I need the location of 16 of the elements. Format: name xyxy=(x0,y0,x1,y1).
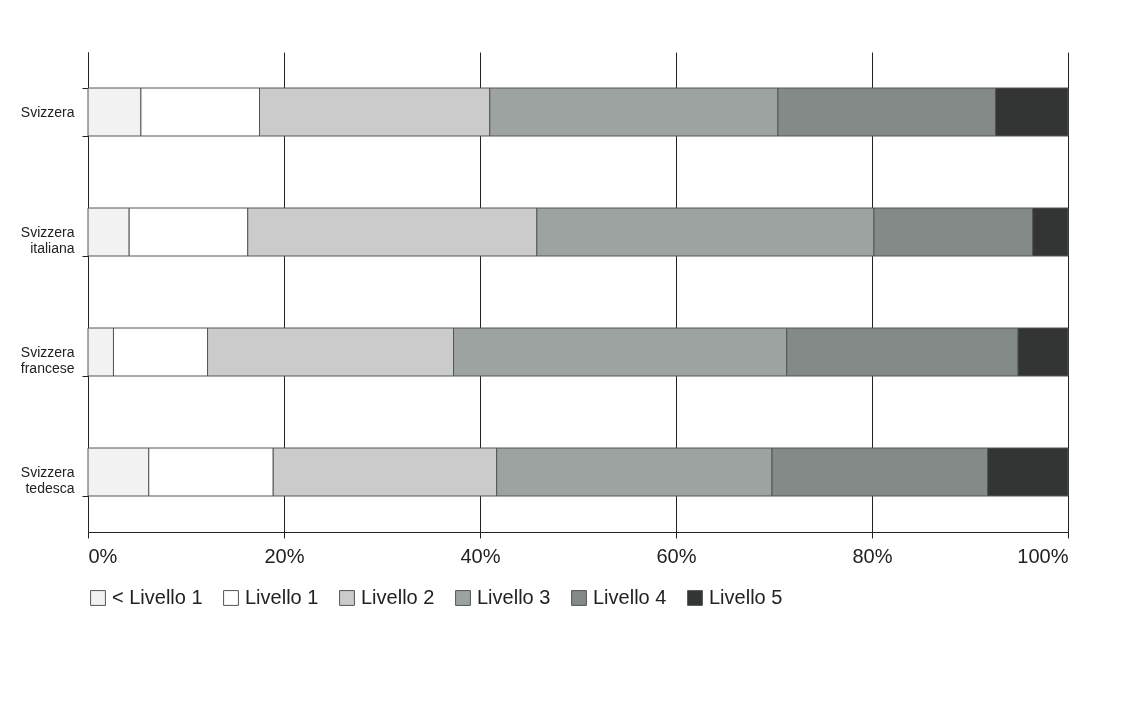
y-tick-label: Svizzera italiana xyxy=(20,223,75,256)
x-tick-label: 100% xyxy=(1017,544,1069,567)
legend-label: Livello 5 xyxy=(709,586,783,608)
y-tick-label: Svizzera xyxy=(20,103,75,120)
legend-label: Livello 1 xyxy=(245,586,319,608)
legend-label: Livello 2 xyxy=(361,586,435,608)
y-tick-label: Svizzera francese xyxy=(20,343,75,376)
x-tick-label: 40% xyxy=(460,544,501,567)
y-tick-label: Svizzera tedesca xyxy=(20,463,75,496)
x-tick-label: 20% xyxy=(264,544,305,567)
legend-label: Livello 4 xyxy=(593,586,667,608)
legend-label: < Livello 1 xyxy=(112,586,203,608)
x-tick-label: 60% xyxy=(656,544,697,567)
x-tick-label: 0% xyxy=(88,544,118,567)
legend-label: Livello 3 xyxy=(477,586,551,608)
x-tick-label: 80% xyxy=(852,544,893,567)
